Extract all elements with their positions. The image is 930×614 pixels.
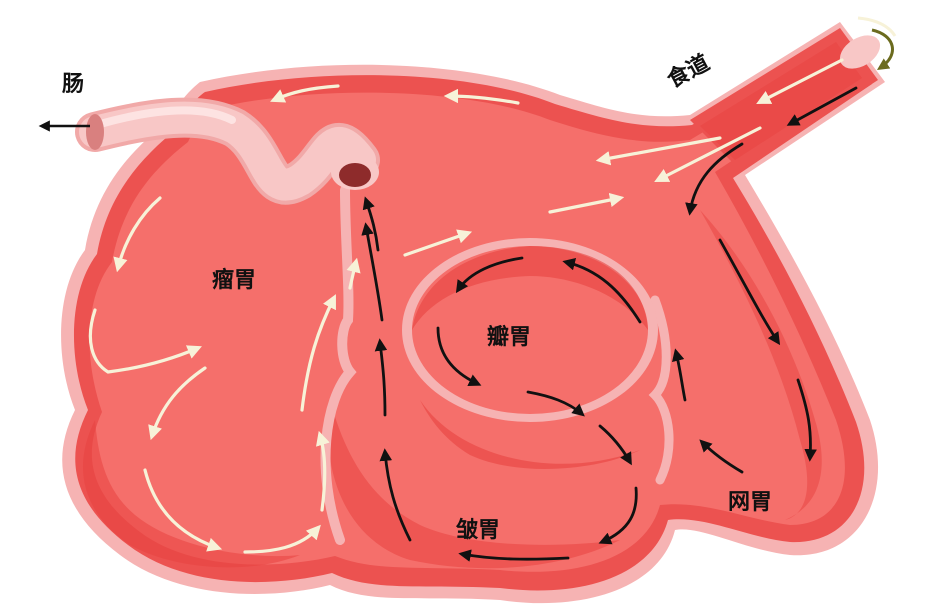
black-arrow-icon — [379, 448, 412, 542]
black-arrow-icon — [562, 258, 642, 324]
cream-arrow-icon — [243, 524, 321, 554]
omasum-reticulum-wall — [648, 295, 674, 485]
black-arrow-icon — [718, 238, 781, 346]
black-arrow-icon — [361, 222, 384, 322]
cream-arrow-icon — [756, 58, 844, 104]
omasum-shade — [420, 400, 640, 469]
black-arrow-icon — [685, 142, 744, 216]
black-arrow-icon — [786, 86, 858, 126]
cream-arrow-icon — [270, 84, 340, 103]
intestine-fill — [79, 101, 376, 201]
black-arrow-icon — [598, 486, 638, 545]
cream-arrow-icon — [148, 366, 207, 441]
label-rumen: 瘤胃 — [212, 268, 257, 293]
black-arrow-icon — [672, 348, 687, 402]
black-arrow-icon — [458, 549, 570, 562]
cream-arrow-icon — [113, 196, 162, 273]
chamber-shading — [82, 210, 822, 569]
reticulum-shade — [700, 210, 822, 520]
cream-arrow-icon — [443, 88, 520, 105]
black-arrow-icon — [598, 424, 632, 466]
feed-intake-arrow-icon — [871, 28, 894, 70]
cream-arrow-icon — [143, 468, 223, 552]
label-intestine: 肠 — [62, 72, 85, 97]
cream-arrow-icon — [300, 294, 336, 412]
black-arrow-icon — [436, 326, 482, 386]
black-arrow-icon — [362, 196, 380, 252]
label-omasum: 瓣胃 — [487, 325, 532, 350]
digesta-flow-arrows — [361, 86, 858, 562]
black-arrow-icon — [526, 390, 585, 417]
label-abomasum: 皱胃 — [456, 518, 501, 543]
cream-arrow-icon — [548, 192, 625, 214]
rumen-shade — [82, 420, 300, 568]
intestine-tube — [75, 97, 380, 205]
feed-intake-light-arrow-icon — [857, 16, 897, 37]
intestine-opening — [86, 114, 104, 150]
cream-arrow-icon — [403, 229, 473, 257]
light-flow-arrows — [88, 58, 844, 554]
black-arrow-icon — [699, 439, 744, 474]
label-reticulum: 网胃 — [728, 490, 773, 515]
abomasum-shade — [327, 400, 620, 569]
black-arrow-icon — [374, 338, 388, 417]
black-arrow-icon — [455, 256, 524, 294]
cream-arrow-icon — [315, 430, 330, 512]
cream-arrow-icon — [595, 136, 722, 166]
cream-arrow-icon — [88, 308, 202, 374]
cream-arrow-icon — [654, 126, 762, 182]
cream-arrow-icon — [346, 257, 361, 290]
black-arrow-icon — [796, 378, 817, 462]
